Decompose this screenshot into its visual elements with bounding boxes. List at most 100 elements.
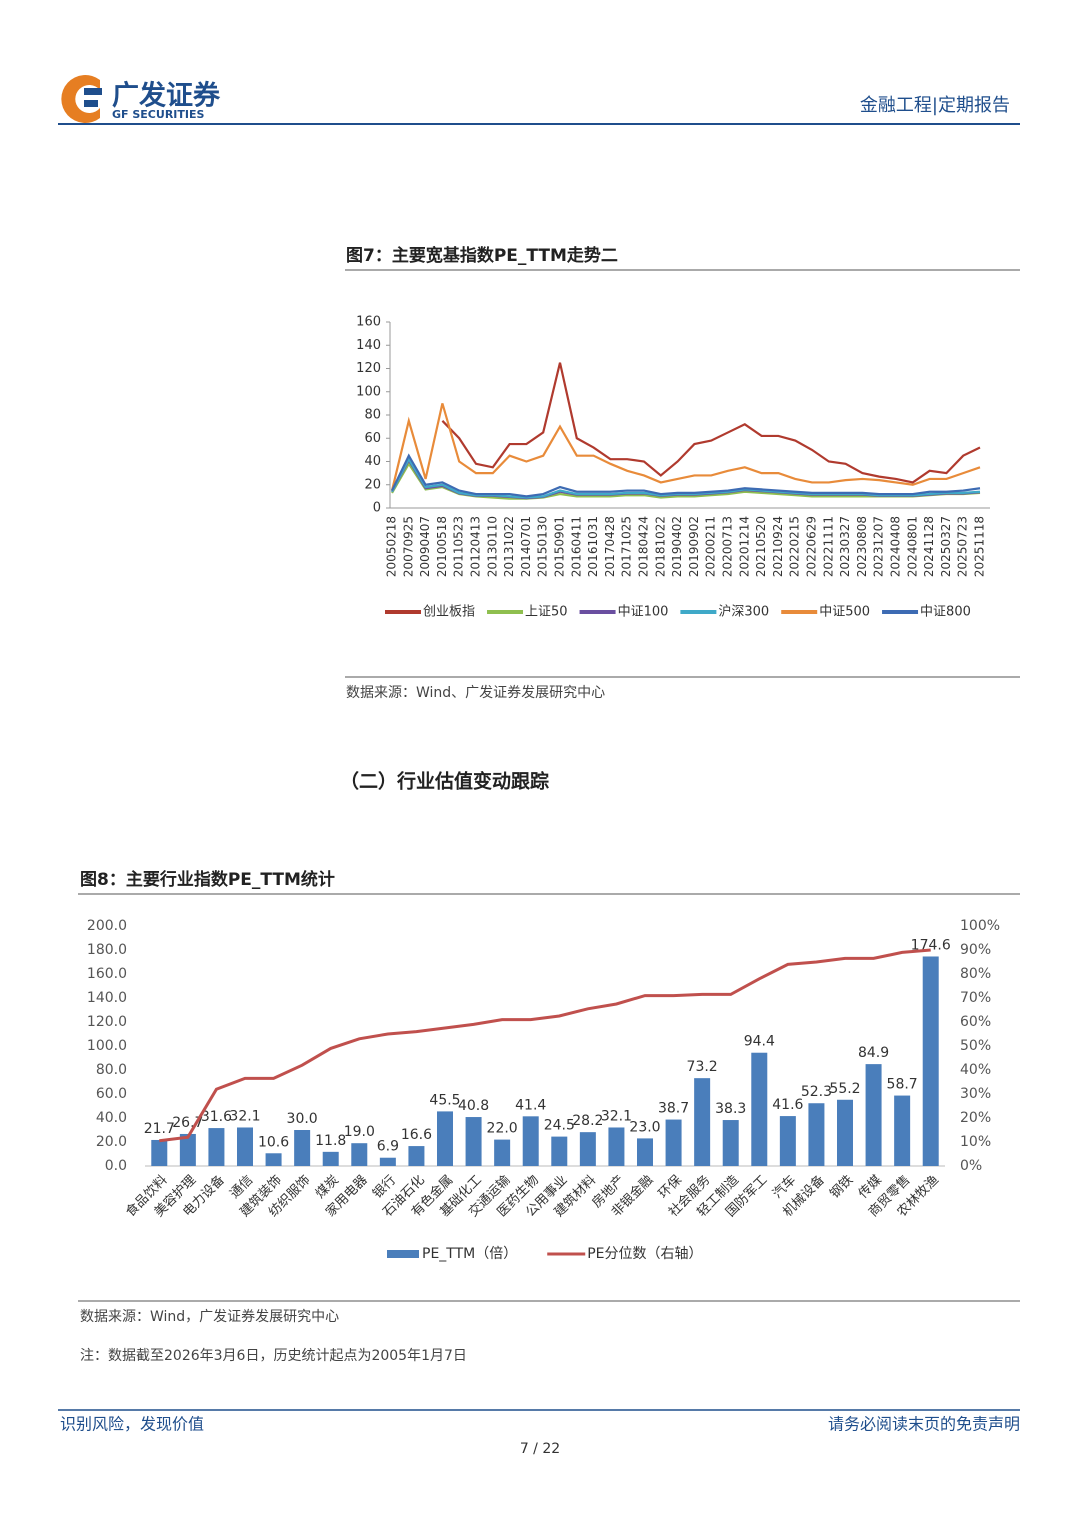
value-label: 28.2	[572, 1113, 603, 1129]
note: 注：数据截至2026年3月6日，历史统计起点为2005年1月7日	[80, 1348, 467, 1364]
legend-label: PE_TTM（倍）	[422, 1246, 517, 1262]
source: 数据来源：Wind、广发证券发展研究中心	[346, 685, 605, 701]
bar	[922, 956, 939, 1166]
x-tick-label: 20200713	[721, 516, 735, 577]
y-tick-label: 140.0	[87, 990, 127, 1006]
x-tick-label: 20240801	[905, 516, 919, 577]
footer-right: 请务必阅读末页的免责声明	[828, 1415, 1020, 1434]
bar	[151, 1139, 168, 1166]
x-tick-label: 20231207	[872, 516, 886, 577]
y2-tick-label: 10%	[960, 1134, 991, 1150]
value-label: 58.7	[887, 1077, 918, 1093]
y-tick-label: 20	[364, 477, 381, 492]
x-tick-label: 20050218	[385, 516, 399, 577]
bar	[837, 1099, 853, 1166]
bar	[322, 1151, 339, 1166]
value-label: 6.9	[377, 1139, 399, 1155]
y2-tick-label: 60%	[960, 1014, 991, 1030]
y-tick-label: 140	[356, 338, 381, 353]
bar	[894, 1095, 911, 1166]
value-label: 19.0	[344, 1124, 375, 1140]
y2-tick-label: 0%	[960, 1158, 982, 1174]
bar	[637, 1138, 653, 1166]
bar	[408, 1146, 425, 1166]
y-tick-label: 40	[364, 454, 381, 469]
bar	[208, 1128, 225, 1166]
x-tick-label: 20240408	[889, 516, 903, 577]
bar	[351, 1143, 368, 1166]
bar	[722, 1120, 739, 1166]
bar	[579, 1132, 596, 1166]
value-label: 32.1	[601, 1108, 632, 1124]
value-label: 16.6	[401, 1127, 432, 1143]
bar	[179, 1133, 196, 1166]
brand: 广发证券	[112, 80, 221, 112]
value-label: 45.5	[429, 1092, 460, 1108]
section-heading: （二）行业估值变动跟踪	[340, 770, 549, 793]
source: 数据来源：Wind，广发证券发展研究中心	[80, 1309, 339, 1325]
y2-tick-label: 40%	[960, 1062, 991, 1078]
x-tick-label: 20201214	[737, 516, 751, 577]
value-label: 22.0	[487, 1121, 518, 1137]
x-tick-label: 20070925	[401, 516, 415, 577]
value-label: 10.6	[258, 1134, 289, 1150]
page-number: 7 / 22	[520, 1441, 560, 1457]
series-line	[390, 403, 981, 491]
bar	[522, 1116, 539, 1166]
x-tick-label: 20221111	[821, 516, 835, 577]
series-line	[391, 453, 981, 498]
bar	[608, 1127, 625, 1166]
y-tick-label: 0.0	[105, 1158, 127, 1174]
value-label: 21.7	[144, 1121, 175, 1137]
x-tick-label: 20230808	[855, 516, 869, 577]
x-tick-label: 20140701	[519, 516, 533, 577]
figure-title: 图8：主要行业指数PE_TTM统计	[80, 869, 335, 890]
footer-left: 识别风险，发现价值	[60, 1415, 204, 1434]
value-label: 24.5	[544, 1118, 575, 1134]
x-tick-label: 20150130	[536, 516, 550, 577]
value-label: 23.0	[629, 1119, 660, 1135]
legend-label: 上证50	[525, 605, 568, 620]
x-tick-label: 20100518	[435, 516, 449, 577]
x-tick-label: 20250723	[956, 516, 970, 577]
bar	[379, 1157, 396, 1166]
value-label: 94.4	[744, 1034, 775, 1050]
y-tick-label: 180.0	[87, 942, 127, 958]
y-tick-label: 120.0	[87, 1014, 127, 1030]
x-tick-label: 20250327	[939, 516, 953, 577]
x-tick-label: 20241128	[922, 516, 936, 577]
x-tick-label: 20200211	[704, 516, 718, 577]
x-tick-label: 20190902	[687, 516, 701, 577]
bar	[551, 1136, 568, 1166]
bar	[265, 1153, 282, 1166]
value-label: 84.9	[858, 1045, 889, 1061]
value-label: 41.6	[772, 1097, 803, 1113]
y-tick-label: 40.0	[96, 1110, 127, 1126]
legend-label: 沪深300	[718, 604, 769, 620]
value-label: 30.0	[287, 1111, 318, 1127]
bar	[494, 1139, 511, 1166]
y-tick-label: 0	[373, 501, 381, 516]
series-line	[391, 456, 981, 499]
y-tick-label: 160	[356, 315, 381, 330]
y2-tick-label: 50%	[960, 1038, 991, 1054]
legend-label: 创业板指	[423, 605, 475, 620]
x-tick-label: 20220215	[788, 516, 802, 577]
bar	[437, 1111, 453, 1166]
value-label: 11.8	[315, 1133, 346, 1149]
legend-swatch	[387, 1250, 419, 1258]
y2-tick-label: 90%	[960, 942, 991, 958]
y2-tick-label: 80%	[960, 966, 991, 982]
x-tick-label: 20131022	[502, 516, 516, 577]
x-tick-label: 20161031	[586, 516, 600, 577]
y2-tick-label: 30%	[960, 1086, 991, 1102]
x-tick-label: 20171025	[620, 516, 634, 577]
bar	[465, 1117, 482, 1166]
x-tick-label: 20150901	[553, 516, 567, 577]
x-tick-label: 20190402	[670, 516, 684, 577]
legend-label: 中证800	[920, 605, 971, 620]
value-label: 38.7	[658, 1101, 689, 1117]
logo-mark	[61, 75, 100, 123]
series-line	[159, 948, 931, 1143]
